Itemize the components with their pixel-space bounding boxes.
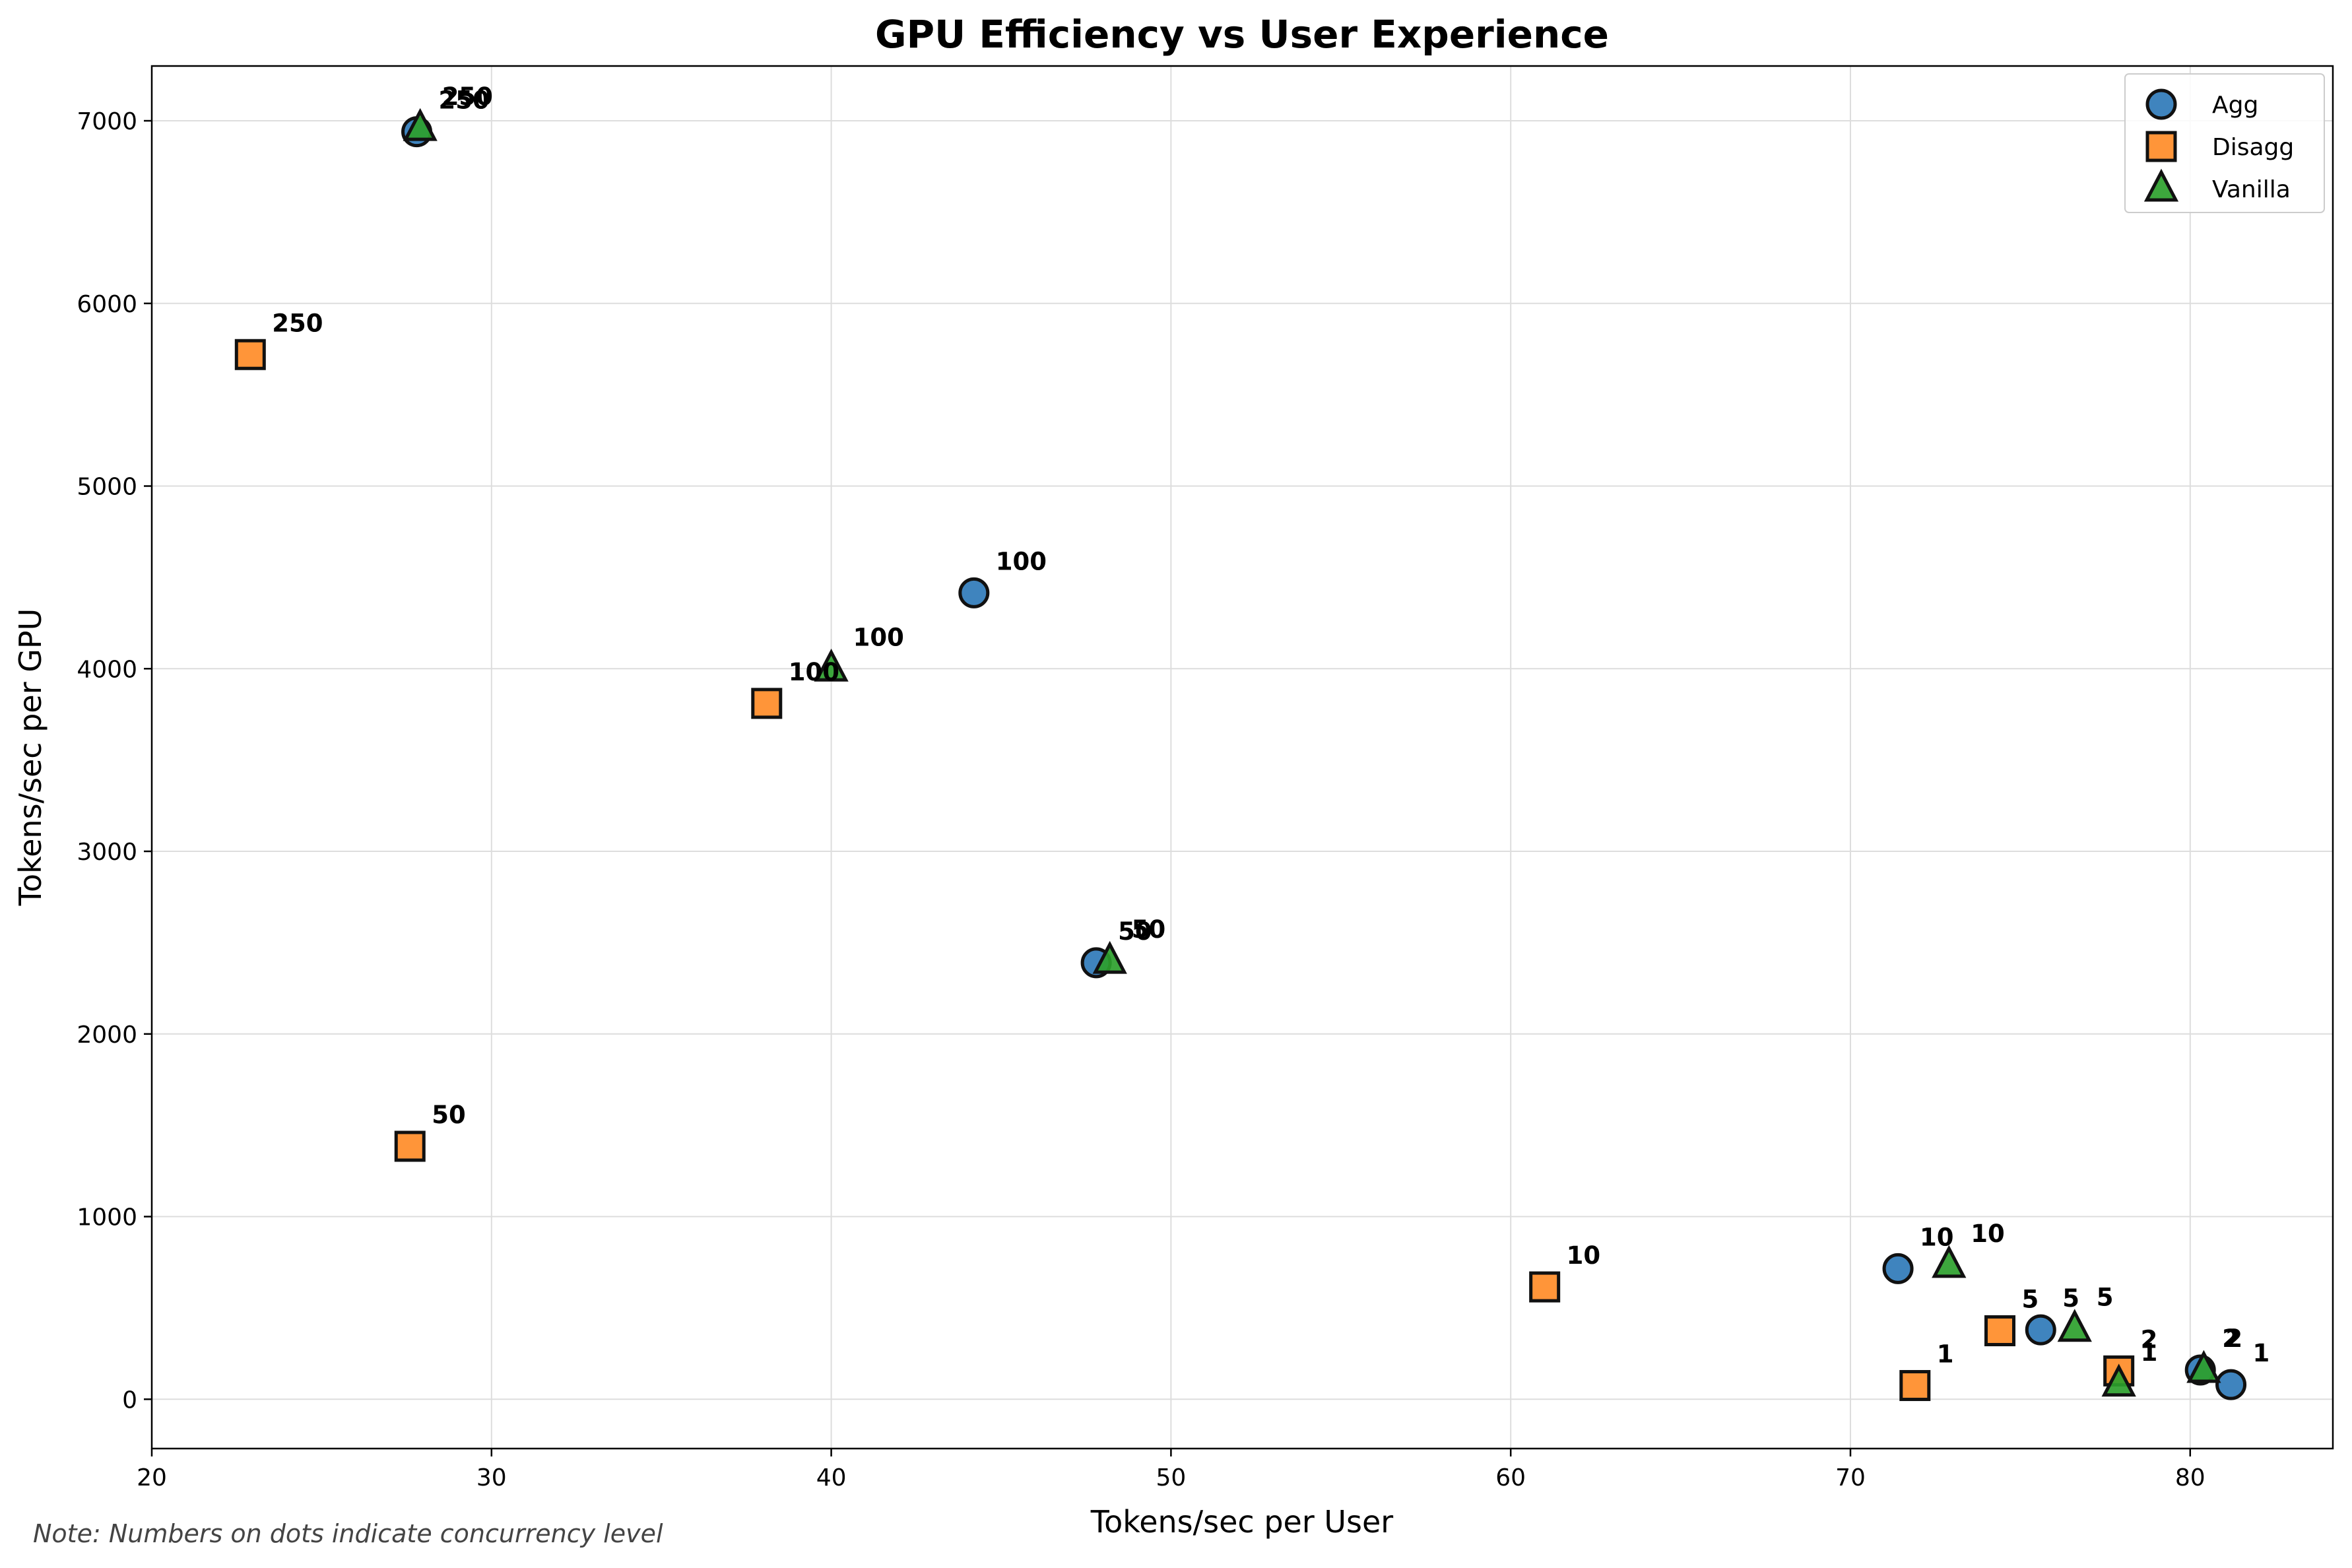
agg-point: [958, 577, 990, 608]
disagg-point: [1529, 1271, 1561, 1303]
agg-point-label: 250: [439, 86, 490, 115]
vanilla-point-label: 2: [2225, 1324, 2242, 1353]
agg-point-label: 10: [1920, 1223, 1954, 1251]
agg-point: [2025, 1314, 2056, 1346]
data-markers: [234, 108, 2247, 1402]
agg-point-label: 50: [1118, 917, 1152, 946]
agg-point-label: 5: [2062, 1284, 2079, 1313]
disagg-point: [234, 339, 266, 370]
x-tick-label: 30: [476, 1464, 507, 1491]
disagg-point: [394, 1130, 426, 1162]
disagg-point-label: 5: [2021, 1285, 2039, 1313]
y-axis-label: Tokens/sec per GPU: [13, 608, 48, 907]
vanilla-point-label: 100: [853, 623, 904, 651]
vanilla-point-label: 250: [442, 82, 493, 111]
x-axis-label: Tokens/sec per User: [1090, 1504, 1393, 1540]
x-tick-label: 50: [1156, 1464, 1186, 1491]
vanilla-point: [2186, 1350, 2221, 1383]
disagg-point-label: 250: [272, 309, 323, 337]
axis-ticks: 20 30 40 50 60 70 80 0 1000 2000 3000 4000 5000 6000 7…: [77, 108, 2205, 1491]
vanilla-point-label: 10: [1971, 1220, 2005, 1248]
disagg-point-label: 100: [789, 658, 839, 686]
legend-marker-disagg: [2145, 131, 2177, 162]
legend-label-disagg: Disagg: [2212, 134, 2294, 161]
vanilla-point: [2057, 1309, 2092, 1342]
agg-point-label: 2: [2222, 1324, 2239, 1353]
x-tick-label: 70: [1835, 1464, 1866, 1491]
vanilla-point: [814, 648, 849, 682]
disagg-point: [1984, 1315, 2015, 1346]
y-tick-label: 2000: [77, 1022, 137, 1049]
agg-point: [2215, 1369, 2247, 1400]
legend-marker-vanilla: [2143, 168, 2179, 202]
disagg-point-label: 1: [1937, 1340, 1954, 1369]
legend: Agg Disagg Vanilla: [2124, 73, 2325, 213]
y-tick-label: 1000: [77, 1204, 137, 1231]
vanilla-point: [1092, 940, 1127, 974]
legend-marker-agg: [2145, 88, 2177, 120]
y-tick-label: 4000: [77, 656, 137, 683]
plot-area-frame: [150, 65, 2334, 1450]
y-tick-label: 7000: [77, 108, 137, 135]
x-tick-label: 80: [2175, 1464, 2205, 1491]
agg-point: [1882, 1253, 1914, 1284]
disagg-point: [751, 688, 783, 719]
grid: [151, 66, 2333, 1449]
vanilla-point-label: 50: [1132, 915, 1166, 944]
vanilla-point-label: 5: [2097, 1284, 2114, 1312]
disagg-point-label: 50: [432, 1101, 466, 1129]
legend-label-vanilla: Vanilla: [2212, 176, 2291, 203]
y-tick-label: 0: [122, 1387, 137, 1414]
concurrency-note: Note: Numbers on dots indicate concurren…: [33, 1519, 663, 1548]
vanilla-point: [1932, 1245, 1967, 1278]
vanilla-point: [403, 108, 438, 141]
disagg-point: [1899, 1370, 1931, 1402]
y-tick-label: 3000: [77, 839, 137, 866]
vanilla-point: [2101, 1363, 2136, 1397]
x-tick-label: 40: [816, 1464, 847, 1491]
disagg-point-label: 10: [1567, 1241, 1601, 1270]
x-tick-label: 60: [1495, 1464, 1526, 1491]
y-tick-label: 5000: [77, 474, 137, 501]
agg-point-label: 1: [2253, 1339, 2270, 1367]
vanilla-point-label: 1: [2141, 1338, 2158, 1367]
legend-label-agg: Agg: [2212, 92, 2258, 119]
x-tick-label: 20: [137, 1464, 167, 1491]
y-tick-label: 6000: [77, 291, 137, 318]
chart-title: GPU Efficiency vs User Experience: [875, 12, 1609, 57]
agg-point-label: 100: [996, 547, 1047, 575]
disagg-point-label: 2: [2141, 1325, 2158, 1354]
